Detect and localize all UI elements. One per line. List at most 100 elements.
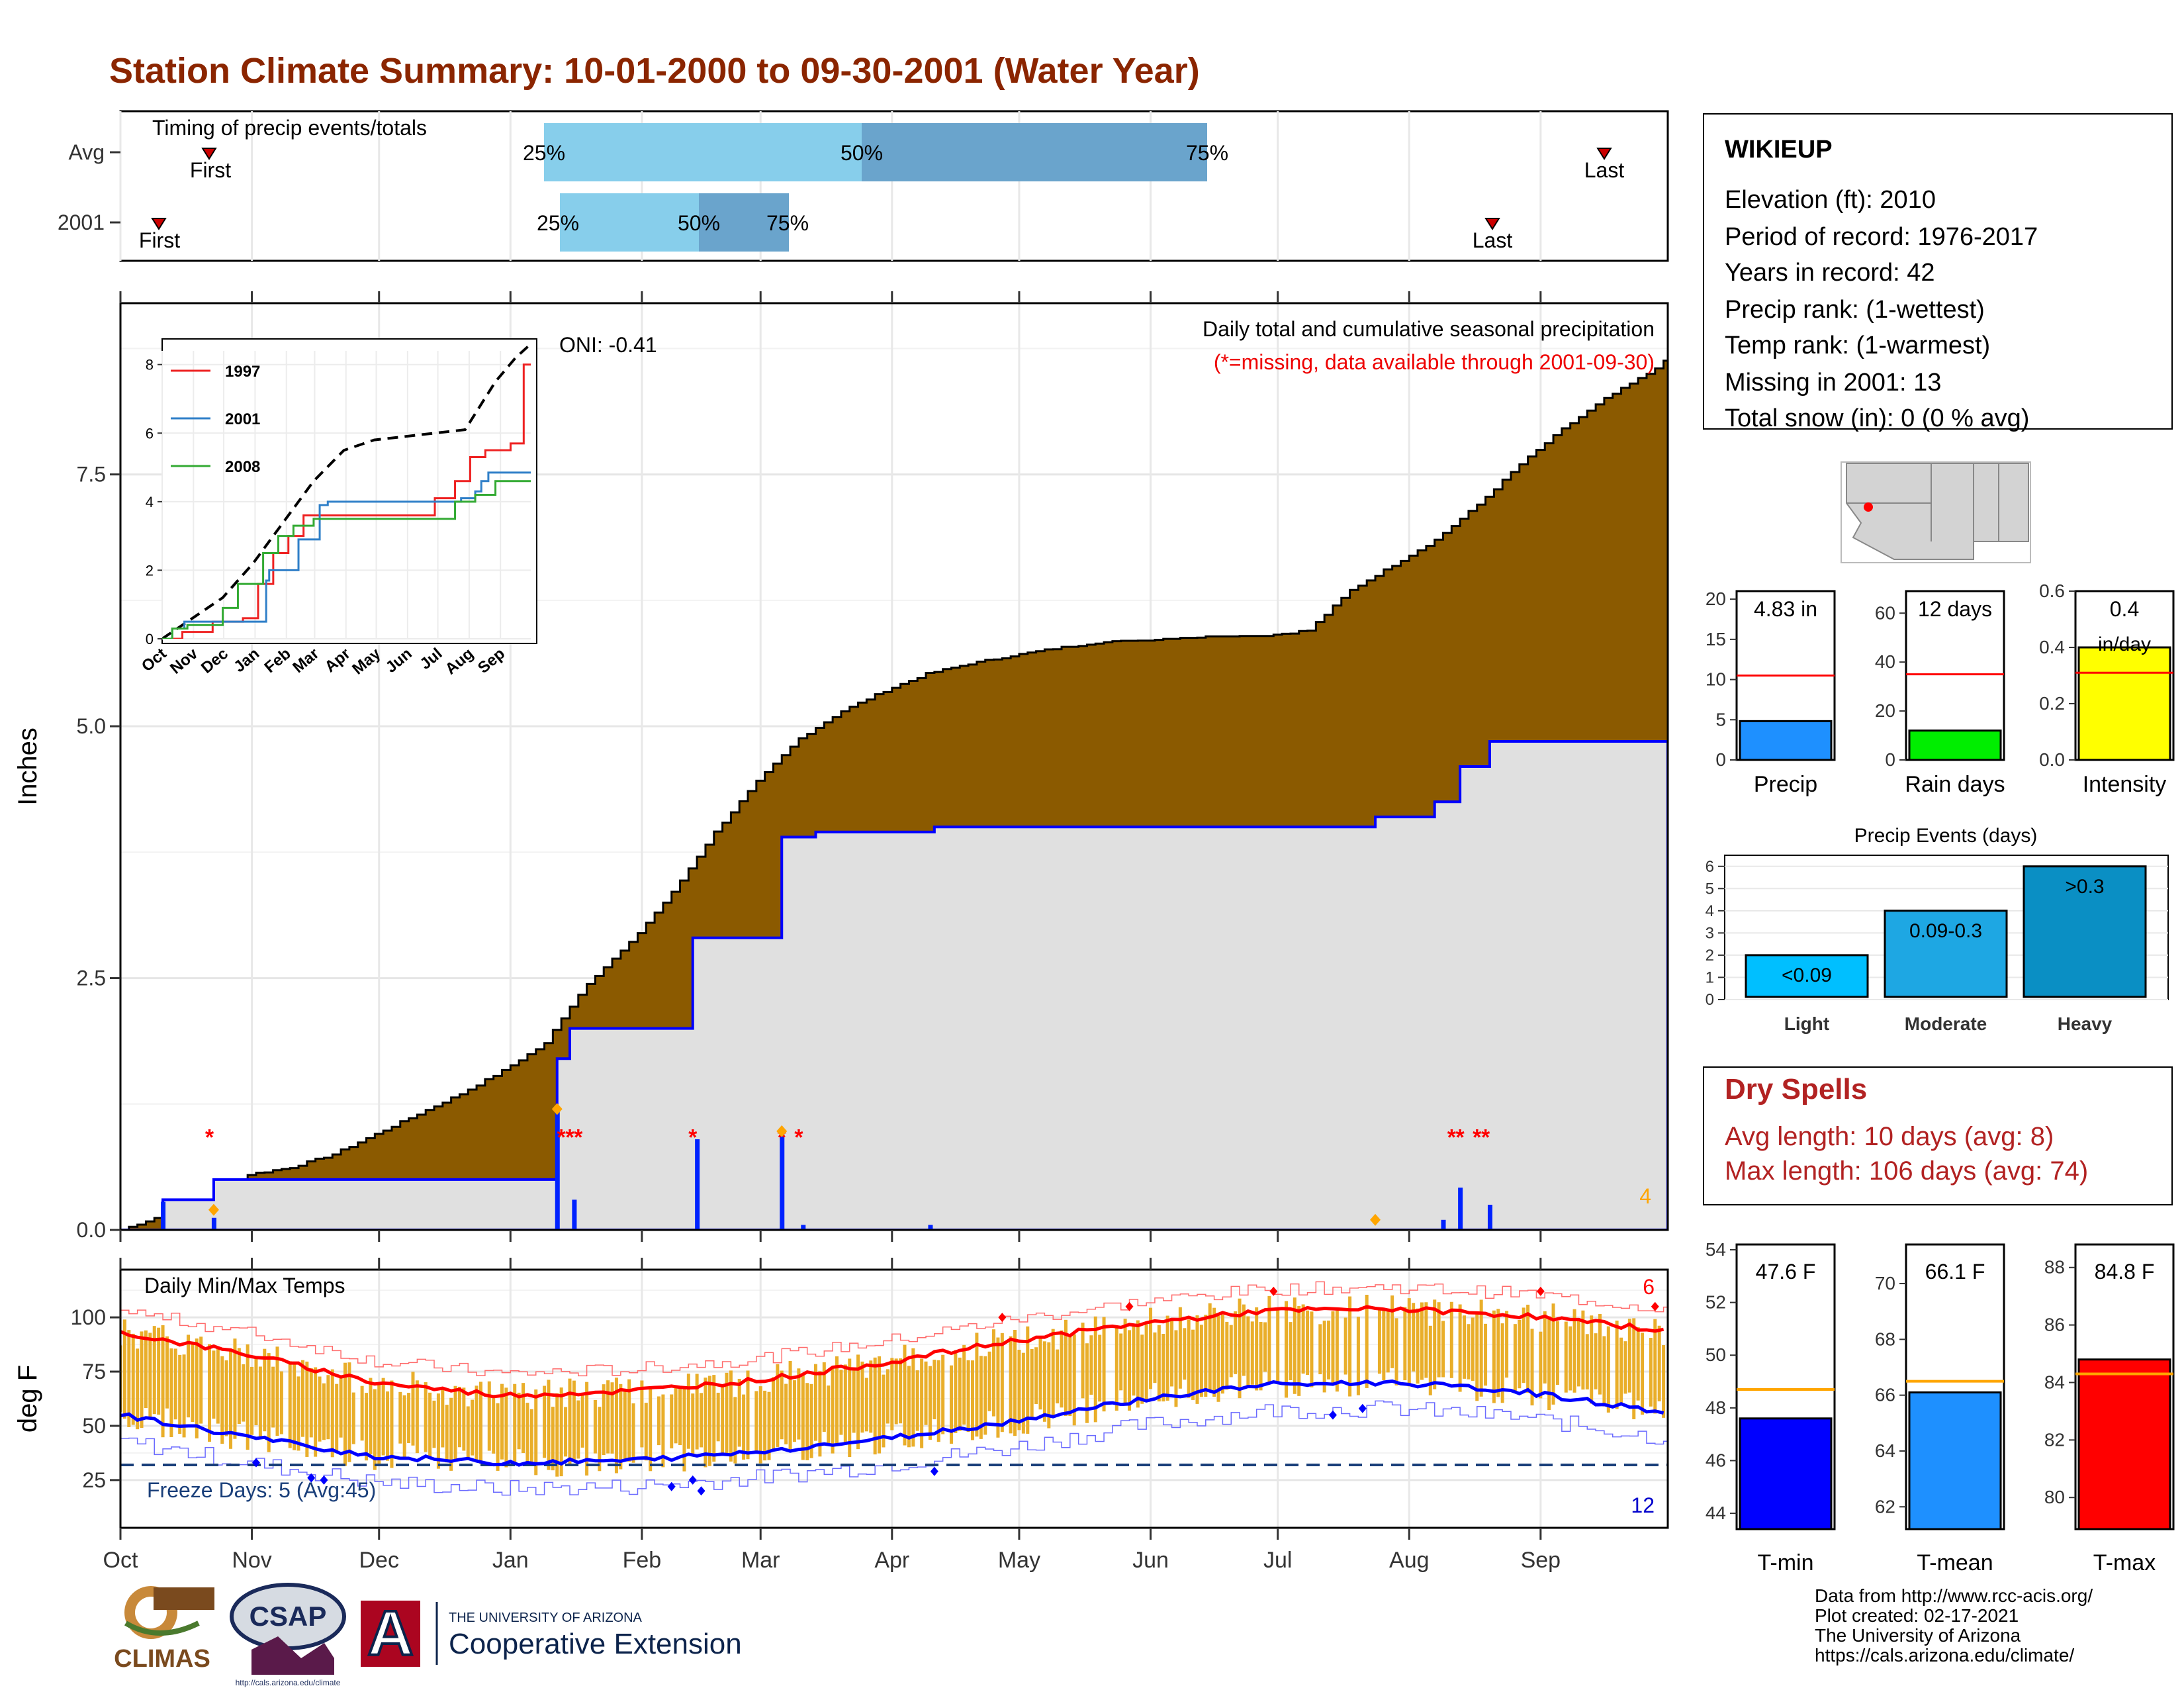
daily-temp-bar (360, 1385, 364, 1441)
dry-spells-max: Max length: 106 days (avg: 74) (1725, 1156, 2088, 1186)
timing-avg-p50: 50% (841, 141, 883, 165)
precip-total-value: 4.83 in (1754, 597, 1817, 621)
month-tick-label: Mar (741, 1548, 780, 1573)
daily-temp-bar (733, 1397, 737, 1464)
timing-row-2001: 2001 (58, 211, 105, 234)
daily-temp-bar (1327, 1320, 1331, 1380)
tmax-label: T-max (2093, 1550, 2156, 1575)
month-tick-label: Dec (359, 1548, 398, 1573)
station-elevation: Elevation (ft): 2010 (1725, 186, 1936, 214)
daily-temp-bar (860, 1361, 864, 1433)
month-tick-label: Jun (1132, 1548, 1169, 1573)
timing-2001-p50: 50% (678, 211, 720, 235)
daily-temp-bar (1576, 1318, 1580, 1387)
daily-temp-bar (496, 1403, 500, 1471)
daily-temp-bar (1403, 1307, 1407, 1381)
daily-temp-bar (322, 1383, 326, 1440)
intensity-unit: in/day (2098, 633, 2151, 655)
daily-temp-bar (1030, 1348, 1034, 1419)
rain-days-y-tick: 60 (1875, 602, 1895, 623)
daily-temp-bar (843, 1364, 847, 1444)
daily-temp-bar (233, 1338, 237, 1439)
daily-temp-bar (835, 1356, 839, 1444)
daily-temp-bar (966, 1360, 970, 1432)
daily-temp-bar (1365, 1294, 1369, 1388)
missing-day-marker: * (688, 1125, 698, 1150)
precip-y-axis-label: Inches (13, 727, 42, 806)
tmean-y-tick: 66 (1875, 1385, 1895, 1405)
daily-temp-bar (623, 1389, 627, 1460)
precip-total-y-tick: 10 (1706, 669, 1726, 690)
inset-y-tick: 8 (146, 357, 154, 373)
rain-days-y-tick: 20 (1875, 700, 1895, 721)
tmax-y-tick: 86 (2044, 1315, 2065, 1335)
daily-temp-bar (1513, 1324, 1517, 1392)
daily-temp-bar (576, 1400, 580, 1459)
tmin-label: T-min (1758, 1550, 1814, 1575)
daily-precip-bar (1441, 1219, 1446, 1230)
daily-temp-bar (1564, 1321, 1568, 1393)
daily-temp-bar (534, 1389, 538, 1476)
daily-temp-bar (1009, 1336, 1013, 1434)
daily-temp-bar (780, 1370, 784, 1440)
daily-temp-bar (1153, 1332, 1157, 1383)
daily-temp-bar (504, 1387, 508, 1468)
precip-annotation-missing: (*=missing, data available through 2001-… (1214, 350, 1655, 374)
daily-temp-bar (983, 1356, 987, 1435)
daily-temp-bar (1569, 1326, 1572, 1391)
daily-temp-bar (1183, 1328, 1187, 1380)
daily-temp-bar (500, 1383, 504, 1460)
oni-label: ONI: -0.41 (559, 333, 657, 357)
temp-y-tick: 75 (82, 1360, 106, 1383)
tmin-y-tick: 54 (1706, 1239, 1726, 1260)
daily-temp-bar (339, 1376, 343, 1438)
daily-temp-bar (386, 1391, 390, 1461)
daily-temp-bar (809, 1383, 813, 1458)
daily-temp-bar (1136, 1320, 1140, 1408)
missing-day-marker: * (1481, 1125, 1490, 1150)
daily-temp-bar (1225, 1321, 1229, 1390)
station-missing: Missing in 2001: 13 (1725, 369, 1941, 397)
daily-temp-bar (1500, 1323, 1504, 1403)
daily-temp-bar (1653, 1319, 1657, 1414)
record-high-marker (998, 1313, 1007, 1323)
daily-temp-bar (415, 1380, 419, 1454)
tmean-y-tick: 68 (1875, 1329, 1895, 1349)
daily-temp-bar (144, 1330, 148, 1409)
daily-temp-bar (1072, 1334, 1076, 1426)
tmax-y-tick: 88 (2044, 1257, 2065, 1278)
daily-precip-bar (695, 1139, 700, 1230)
daily-temp-bar (1191, 1329, 1195, 1400)
daily-temp-bar (186, 1335, 190, 1418)
daily-temp-bar (258, 1366, 262, 1438)
daily-temp-bar (1089, 1335, 1093, 1395)
daily-temp-bar (1255, 1307, 1259, 1391)
tmax-value: 84.8 F (2095, 1260, 2155, 1284)
missing-day-marker: * (1447, 1125, 1457, 1150)
daily-temp-bar (678, 1387, 682, 1446)
rain-days-value: 12 days (1918, 597, 1992, 621)
month-tick-label: Sep (1521, 1548, 1561, 1573)
precip-events-category: Moderate (1905, 1013, 1987, 1034)
daily-temp-bar (1505, 1311, 1509, 1378)
daily-temp-bar (661, 1394, 665, 1468)
daily-temp-bar (517, 1392, 521, 1450)
timing-avg-last-marker (1596, 148, 1612, 160)
daily-temp-bar (436, 1393, 440, 1469)
daily-temp-bar (954, 1350, 958, 1433)
record-min-count: 12 (1631, 1493, 1655, 1517)
daily-temp-bar (267, 1353, 271, 1452)
daily-temp-bar (949, 1365, 953, 1444)
missing-day-marker: * (1456, 1125, 1465, 1150)
daily-temp-bar (962, 1344, 966, 1425)
daily-temp-bar (670, 1394, 674, 1449)
tmax-bar (2077, 1358, 2171, 1530)
tmin-panel: 44 46 48 50 52 54 47.6 F T-min (1706, 1239, 1836, 1575)
daily-temp-bar (928, 1366, 932, 1440)
snow-day-marker (551, 1103, 563, 1115)
daily-temp-bar (424, 1382, 428, 1452)
daily-temp-bar (725, 1372, 729, 1454)
snow-count: 4 (1639, 1184, 1651, 1208)
daily-temp-bar (1301, 1304, 1305, 1374)
month-tick-label: Jan (492, 1548, 529, 1573)
